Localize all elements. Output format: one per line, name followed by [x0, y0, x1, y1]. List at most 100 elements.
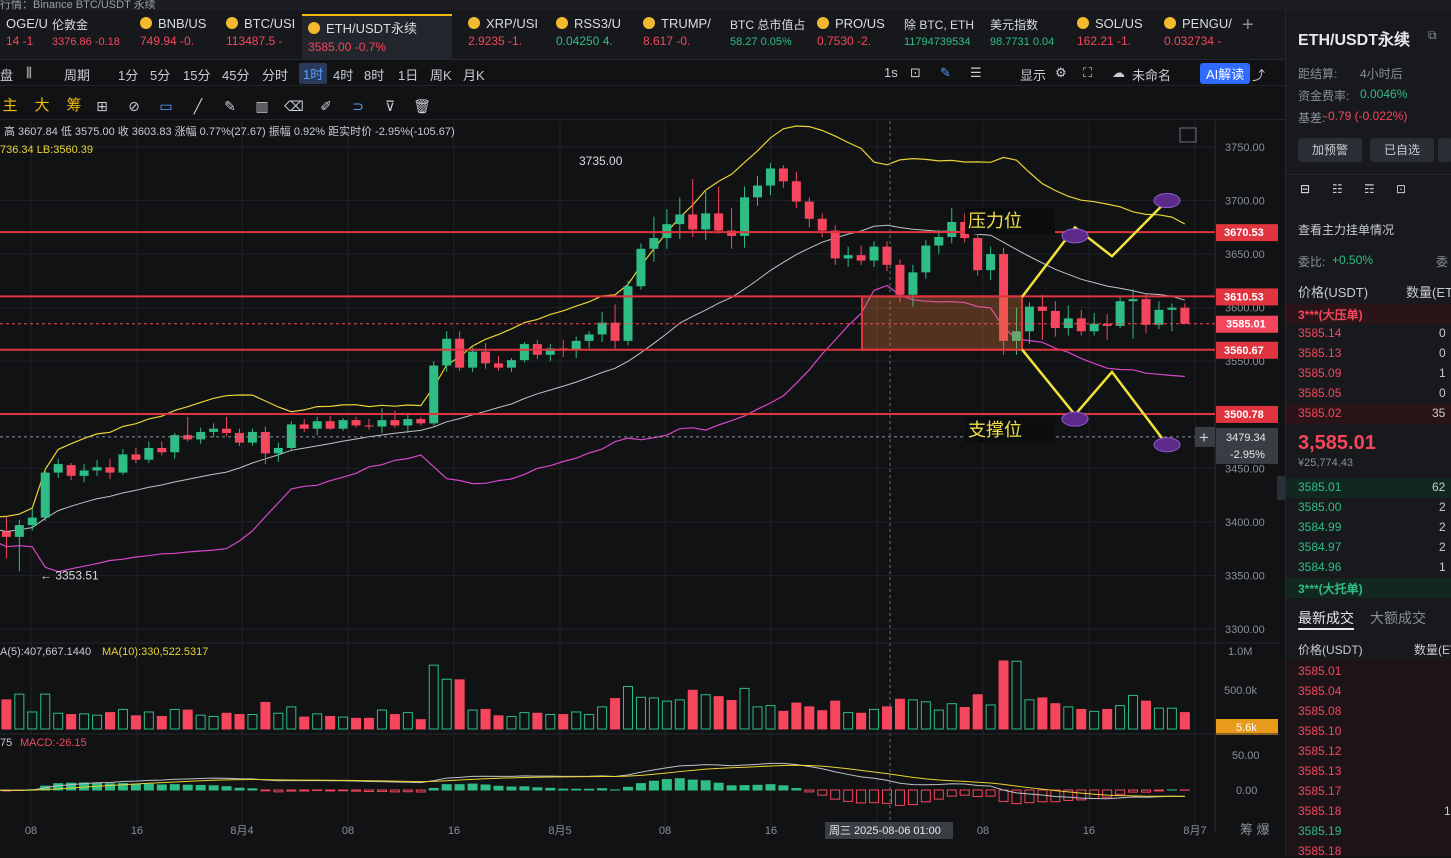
ticker-tab[interactable]: PENGU/0.032734 - [1158, 16, 1238, 60]
ask-price[interactable]: 3585.02 [1298, 406, 1341, 420]
toolbar-right-1[interactable]: 显示 [1020, 65, 1046, 84]
interval-11[interactable]: 周K [430, 65, 452, 84]
interval-2[interactable]: 1分 [118, 65, 138, 84]
volume-bar [416, 720, 425, 729]
basis-value: -0.79 (-0.022%) [1324, 109, 1407, 123]
bid-qty: 2 [1439, 500, 1446, 514]
chart-area[interactable]: 3300.003350.003400.003450.003500.003550.… [0, 121, 1285, 857]
delete-icon[interactable]: ⌫ [284, 96, 304, 116]
macd-bar [986, 790, 995, 796]
add-tab-icon[interactable]: + [1242, 14, 1254, 37]
toolbar-right-0[interactable]: 1s [884, 65, 898, 80]
indicator-2[interactable]: 筹 [64, 96, 84, 116]
add-alert-button[interactable]: 加预警 [1298, 138, 1362, 162]
candle-type-icon[interactable]: ⫼ [26, 65, 32, 81]
macd-tick: 0.00 [1236, 785, 1257, 797]
ask-price[interactable]: 3585.05 [1298, 386, 1341, 400]
bid-price[interactable]: 3585.01 [1298, 480, 1341, 494]
ratio-extra: 委 [1436, 253, 1448, 270]
interval-7[interactable]: 1时 [299, 63, 327, 84]
interval-6[interactable]: 分时 [262, 65, 288, 84]
target-marker[interactable] [1062, 229, 1088, 243]
interval-4[interactable]: 15分 [183, 65, 210, 84]
orderbook-bids-icon[interactable]: ☷ [1332, 182, 1343, 196]
coin-icon [308, 22, 320, 34]
line-tool-icon[interactable]: ╱ [188, 96, 208, 116]
settings-icon[interactable]: ⚙ [1055, 65, 1067, 81]
toolbar-right-3[interactable]: AI解读 [1200, 63, 1250, 84]
toolbar-right-2[interactable]: 未命名 [1132, 65, 1171, 84]
plus-icon[interactable]: + [1199, 428, 1209, 447]
ask-price[interactable]: 3585.13 [1298, 346, 1341, 360]
orderbook-both-icon[interactable]: ⊟ [1300, 182, 1310, 196]
ask-price[interactable]: 3585.09 [1298, 366, 1341, 380]
orderbook-asks-icon[interactable]: ☶ [1364, 182, 1375, 196]
bottom-icons[interactable]: 筹 爆 [1240, 822, 1270, 837]
tab-large-trades[interactable]: 大额成交 [1370, 608, 1426, 628]
note-icon[interactable]: ✐ [316, 96, 336, 116]
cloud-icon[interactable]: ☁ [1112, 65, 1125, 81]
pen-icon[interactable]: ✎ [220, 96, 240, 116]
camera-icon[interactable]: ⊡ [910, 65, 921, 81]
interval-8[interactable]: 4时 [333, 65, 353, 84]
ticker-price: 98.7731 0.04 [990, 36, 1064, 48]
interval-9[interactable]: 8时 [364, 65, 384, 84]
indicator-1[interactable]: 大 [32, 96, 52, 116]
target-marker[interactable] [1154, 194, 1180, 208]
edit-icon[interactable]: ✎ [940, 65, 951, 81]
indicator-0[interactable]: 主 [0, 96, 20, 116]
menu-icon[interactable]: ☰ [970, 65, 982, 81]
more-button[interactable] [1438, 138, 1451, 162]
favorite-button[interactable]: 已自选 [1370, 138, 1434, 162]
orderbook-small-icon[interactable]: ⊡ [1396, 182, 1406, 196]
interval-0[interactable]: 盘 [0, 65, 13, 84]
copy-icon[interactable]: ⧉ [1428, 28, 1437, 43]
candle-icon[interactable]: ▥ [252, 96, 272, 116]
ticker-tab[interactable]: TRUMP/8.617 -0. [637, 16, 717, 60]
volume-bar [248, 715, 257, 729]
bid-price[interactable]: 3584.97 [1298, 540, 1341, 554]
volume-bar [1116, 706, 1125, 729]
main-orders-link[interactable]: 查看主力挂单情况 [1298, 221, 1394, 238]
tab-latest-trades[interactable]: 最新成交 [1298, 608, 1354, 628]
filter-icon[interactable]: ⊽ [380, 96, 400, 116]
ask-price[interactable]: 3585.14 [1298, 326, 1341, 340]
range-box[interactable] [862, 296, 1022, 349]
target-marker[interactable] [1154, 438, 1180, 452]
collapse-handle-icon[interactable] [1277, 476, 1285, 500]
macd-bar [533, 788, 542, 790]
tools-icon[interactable]: ⊘ [124, 96, 144, 116]
macd-bar [740, 786, 749, 790]
interval-10[interactable]: 1日 [398, 65, 418, 84]
bid-price[interactable]: 3584.96 [1298, 560, 1341, 574]
interval-12[interactable]: 月K [463, 65, 485, 84]
macd-bar [624, 787, 633, 790]
share-icon[interactable]: ⤴ [1252, 65, 1265, 84]
kline-chart[interactable]: 3300.003350.003400.003450.003500.003550.… [0, 121, 1285, 857]
target-marker[interactable] [1062, 412, 1088, 426]
magnet-icon[interactable]: ⊃ [348, 96, 368, 116]
bid-price[interactable]: 3585.00 [1298, 500, 1341, 514]
table-icon[interactable]: ⊞ [92, 96, 112, 116]
interval-3[interactable]: 5分 [150, 65, 170, 84]
expand-icon[interactable] [1180, 128, 1196, 142]
cursor-icon[interactable]: ▭ [156, 96, 176, 116]
interval-5[interactable]: 45分 [222, 65, 249, 84]
interval-1[interactable]: 周期 [64, 65, 90, 84]
macd-bar [1116, 790, 1125, 794]
trash-icon[interactable]: 🗑 [412, 96, 432, 116]
fullscreen-icon[interactable]: ⛶ [1083, 65, 1092, 81]
bid-price[interactable]: 3584.99 [1298, 520, 1341, 534]
